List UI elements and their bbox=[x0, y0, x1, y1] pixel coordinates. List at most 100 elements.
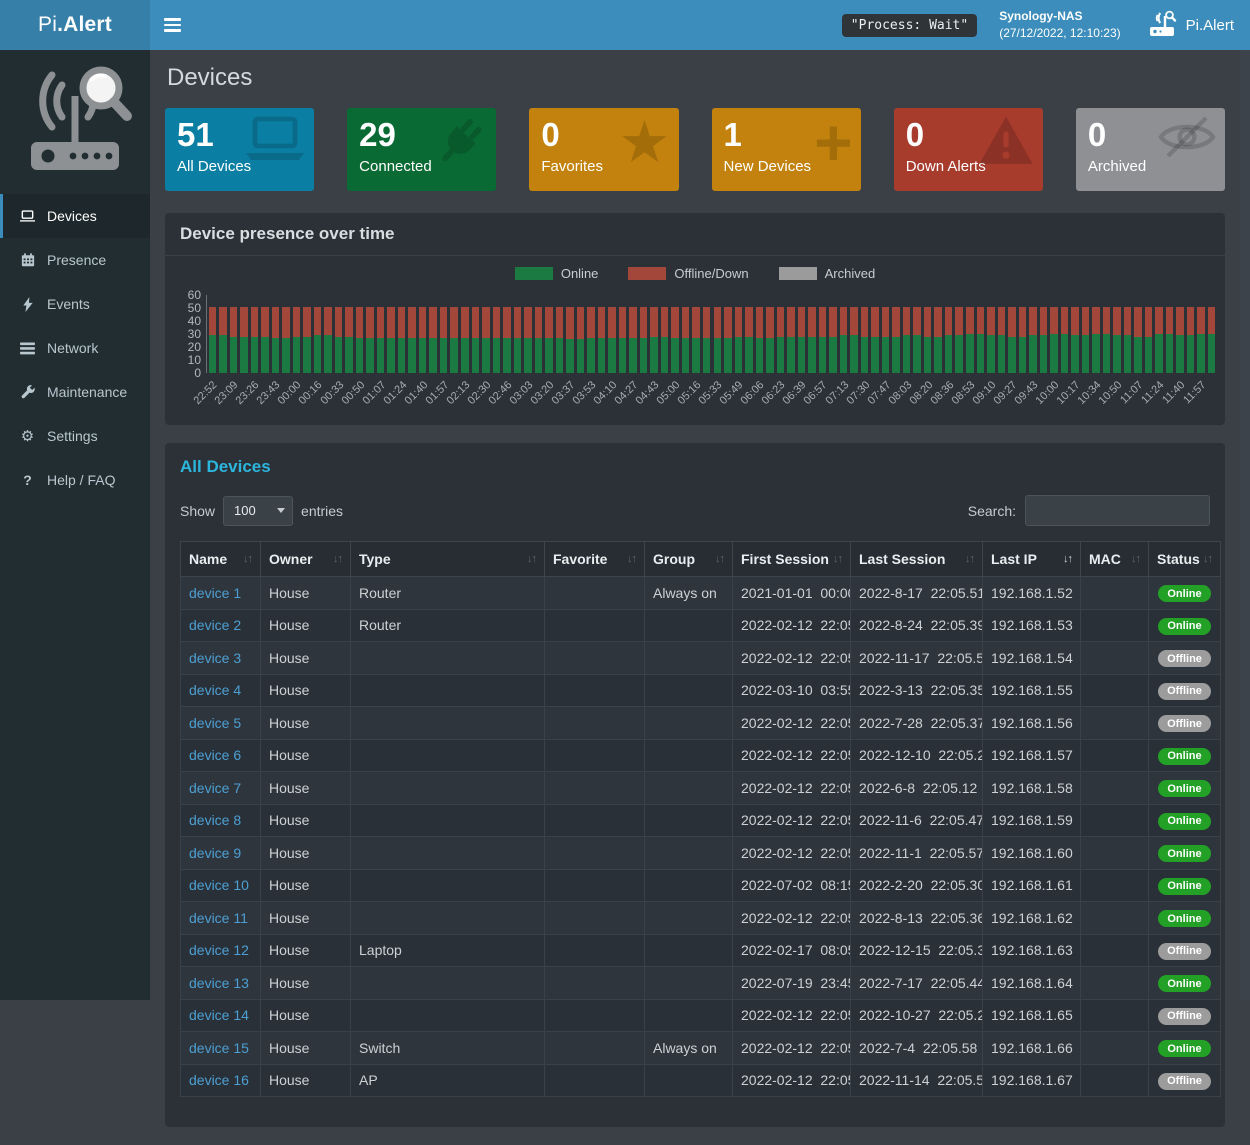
legend-item-archived[interactable]: Archived bbox=[778, 266, 875, 281]
cell-mac bbox=[1080, 673, 1149, 707]
device-link[interactable]: device 4 bbox=[189, 682, 242, 699]
column-header-favorite[interactable]: Favorite ↓↑ bbox=[544, 541, 645, 577]
y-tick-label: 50 bbox=[187, 301, 201, 315]
show-label: Show bbox=[180, 502, 216, 519]
cell-name: device 13 bbox=[180, 966, 261, 1000]
column-header-first-session[interactable]: First Session ↓↑ bbox=[732, 541, 851, 577]
column-header-owner[interactable]: Owner ↓↑ bbox=[260, 541, 351, 577]
chart-bar bbox=[492, 306, 501, 373]
plot-area bbox=[206, 295, 1216, 373]
search-input[interactable] bbox=[1025, 495, 1210, 526]
cell-first_session: 2022-02-12 22:05 bbox=[732, 836, 851, 870]
sidebar-item-help-faq[interactable]: ? Help / FAQ bbox=[0, 458, 150, 502]
app-logo[interactable]: Pi.Alert bbox=[0, 0, 150, 50]
device-link[interactable]: device 12 bbox=[189, 942, 249, 959]
cell-type: Router bbox=[350, 608, 545, 642]
sidebar-item-presence[interactable]: Presence bbox=[0, 238, 150, 282]
legend-item-offline-down[interactable]: Offline/Down bbox=[628, 266, 749, 281]
device-link[interactable]: device 7 bbox=[189, 779, 242, 796]
device-link[interactable]: device 1 bbox=[189, 584, 242, 601]
cell-last_session: 2022-11-6 22:05.47 bbox=[850, 803, 983, 837]
cell-type bbox=[350, 966, 545, 1000]
x-tick-label: 06:23 bbox=[759, 379, 788, 407]
cell-favorite bbox=[544, 1063, 645, 1097]
table-row: device 15 House Switch Always on 2022-02-12 … bbox=[180, 1031, 1221, 1065]
sort-icon: ↓↑ bbox=[627, 553, 637, 565]
column-label: Status bbox=[1157, 551, 1200, 567]
legend-item-online[interactable]: Online bbox=[514, 266, 598, 281]
card-all-devices[interactable]: 51 All Devices bbox=[165, 108, 315, 191]
chart-bar bbox=[450, 306, 458, 373]
chart-bar bbox=[513, 306, 522, 373]
column-header-last-ip[interactable]: Last IP ↓↑ bbox=[982, 541, 1081, 577]
x-tick-label: 01:57 bbox=[423, 379, 452, 407]
chart-bar bbox=[987, 306, 995, 373]
column-header-last-session[interactable]: Last Session ↓↑ bbox=[850, 541, 983, 577]
chart-bar bbox=[576, 306, 585, 373]
chart-bar bbox=[439, 306, 448, 373]
device-link[interactable]: device 3 bbox=[189, 649, 242, 666]
device-link[interactable]: device 9 bbox=[189, 844, 242, 861]
cell-group bbox=[644, 998, 733, 1032]
device-link[interactable]: device 6 bbox=[189, 747, 242, 764]
cell-group bbox=[644, 608, 733, 642]
summary-cards: 51 All Devices 29 Connected 0 Favorites ★ 1 New … bbox=[165, 108, 1226, 191]
brand[interactable]: Pi.Alert bbox=[1147, 10, 1234, 41]
y-tick-label: 10 bbox=[187, 353, 201, 367]
cell-owner: House bbox=[260, 836, 351, 870]
chart-bar bbox=[681, 306, 690, 373]
chart-bar bbox=[282, 306, 290, 373]
card-archived[interactable]: 0 Archived bbox=[1075, 108, 1226, 191]
sidebar-toggle-button[interactable] bbox=[150, 0, 195, 50]
device-link[interactable]: device 14 bbox=[189, 1007, 249, 1024]
sidebar-item-network[interactable]: Network bbox=[0, 326, 150, 370]
cell-name: device 1 bbox=[180, 576, 261, 610]
column-label: Last IP bbox=[991, 551, 1037, 567]
column-header-group[interactable]: Group ↓↑ bbox=[644, 541, 733, 577]
device-link[interactable]: device 15 bbox=[189, 1039, 249, 1056]
card-down-alerts[interactable]: 0 Down Alerts bbox=[893, 108, 1043, 191]
column-header-type[interactable]: Type ↓↑ bbox=[350, 541, 545, 577]
device-link[interactable]: device 13 bbox=[189, 974, 249, 991]
cell-type bbox=[350, 738, 545, 772]
column-header-name[interactable]: Name ↓↑ bbox=[180, 541, 261, 577]
card-new-devices[interactable]: 1 New Devices + bbox=[711, 108, 861, 191]
sort-icon: ↓↑ bbox=[833, 553, 843, 565]
host-info: Synology-NAS (27/12/2022, 12:10:23) bbox=[999, 8, 1120, 43]
device-link[interactable]: device 16 bbox=[189, 1072, 249, 1089]
cell-status: Online bbox=[1148, 966, 1221, 1000]
card-label: All Devices bbox=[177, 157, 252, 175]
sidebar-item-maintenance[interactable]: Maintenance bbox=[0, 370, 150, 414]
x-tick-label: 04:27 bbox=[612, 379, 641, 407]
chart-bar bbox=[597, 306, 606, 373]
card-favorites[interactable]: 0 Favorites ★ bbox=[529, 108, 679, 191]
vertical-scrollbar[interactable] bbox=[1240, 50, 1250, 1000]
sidebar-item-settings[interactable]: ⚙ Settings bbox=[0, 414, 150, 458]
cell-status: Offline bbox=[1148, 673, 1221, 707]
cell-last_ip: 192.168.1.52 bbox=[982, 576, 1081, 610]
chart-bar bbox=[839, 306, 848, 373]
chart-bar bbox=[976, 306, 985, 373]
device-link[interactable]: device 11 bbox=[189, 909, 248, 926]
table-row: device 12 House Laptop 2022-02-17 08:05 2022… bbox=[180, 933, 1221, 967]
column-label: MAC bbox=[1089, 551, 1121, 567]
table-header-row: Name ↓↑ Owner ↓↑ Type ↓↑ Favorite ↓↑ Group ↓↑ Firs… bbox=[180, 541, 1221, 577]
sidebar-item-events[interactable]: Events bbox=[0, 282, 150, 326]
column-header-status[interactable]: Status ↓↑ bbox=[1148, 541, 1221, 577]
device-link[interactable]: device 5 bbox=[189, 714, 242, 731]
chart-bar bbox=[1092, 306, 1100, 373]
device-link[interactable]: device 2 bbox=[189, 617, 242, 634]
chart-bar bbox=[461, 306, 469, 373]
column-header-mac[interactable]: MAC ↓↑ bbox=[1080, 541, 1149, 577]
device-link[interactable]: device 8 bbox=[189, 812, 242, 829]
card-connected[interactable]: 29 Connected bbox=[347, 108, 497, 191]
cell-owner: House bbox=[260, 1063, 351, 1097]
cell-last_ip: 192.168.1.62 bbox=[982, 901, 1081, 935]
status-badge: Offline bbox=[1158, 715, 1211, 732]
x-tick-label: 06:39 bbox=[780, 379, 809, 407]
chart-bar bbox=[397, 306, 406, 373]
chart-bar bbox=[692, 306, 700, 373]
sidebar-item-devices[interactable]: Devices bbox=[0, 194, 150, 238]
page-size-select[interactable]: 100 bbox=[223, 495, 294, 526]
device-link[interactable]: device 10 bbox=[189, 877, 249, 894]
